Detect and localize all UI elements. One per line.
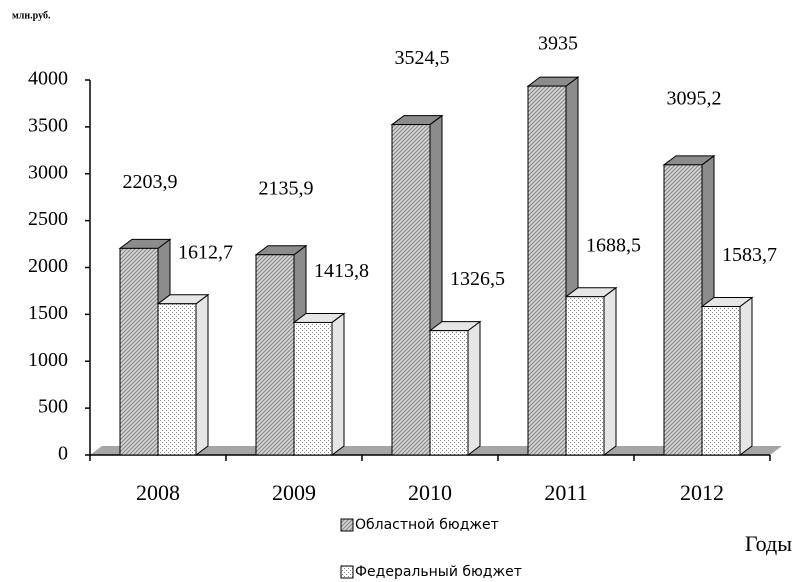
value-label: 3524,5 — [395, 47, 450, 69]
bar-front — [157, 303, 197, 456]
y-tick-label: 0 — [58, 443, 68, 465]
value-label: 2203,9 — [123, 171, 178, 193]
bar-front — [527, 85, 567, 456]
y-tick-label: 1500 — [28, 302, 68, 324]
bar — [292, 312, 346, 456]
value-label: 1583,7 — [722, 244, 777, 266]
bar-side — [331, 312, 345, 456]
bar — [700, 296, 754, 456]
y-tick-label: 2500 — [28, 208, 68, 230]
y-tick-label: 3500 — [28, 114, 68, 136]
bar-front — [663, 164, 703, 456]
bar — [428, 320, 482, 456]
legend-swatch — [340, 518, 354, 532]
x-tick-label: 2011 — [544, 480, 587, 505]
bar-front — [391, 124, 431, 456]
value-label: 3935 — [538, 33, 578, 55]
y-tick-label: 1000 — [28, 349, 68, 371]
y-tick-label: 3000 — [28, 161, 68, 183]
bar-side — [739, 296, 753, 456]
x-axis-label: Годы — [745, 531, 792, 556]
bar-front — [255, 254, 295, 456]
bar-front — [119, 247, 159, 456]
value-label: 3095,2 — [667, 87, 722, 109]
legend-label: Федеральный бюджет — [355, 564, 522, 580]
bar-side — [195, 293, 209, 456]
bar-side — [467, 320, 481, 456]
value-label: 1326,5 — [450, 268, 505, 290]
bar-front — [565, 296, 605, 456]
legend-swatch — [340, 565, 354, 579]
value-label: 1612,7 — [178, 241, 233, 263]
x-tick-label: 2012 — [680, 480, 724, 505]
bar — [564, 286, 618, 456]
x-tick-label: 2009 — [272, 480, 316, 505]
bar-front — [429, 330, 469, 456]
value-label: 1688,5 — [586, 234, 641, 256]
value-label: 1413,8 — [314, 260, 369, 282]
bar-side — [603, 286, 617, 456]
x-tick-label: 2008 — [136, 480, 180, 505]
bar-front — [293, 321, 333, 456]
y-tick-label: 500 — [38, 396, 68, 418]
unit-label: млн.руб. — [12, 10, 51, 21]
bar-front — [701, 306, 741, 456]
x-tick-label: 2010 — [408, 480, 452, 505]
y-tick-label: 4000 — [28, 68, 68, 90]
value-label: 2135,9 — [259, 177, 314, 199]
y-tick-label: 2000 — [28, 255, 68, 277]
legend-label: Областной бюджет — [355, 517, 499, 533]
bar — [156, 293, 210, 456]
